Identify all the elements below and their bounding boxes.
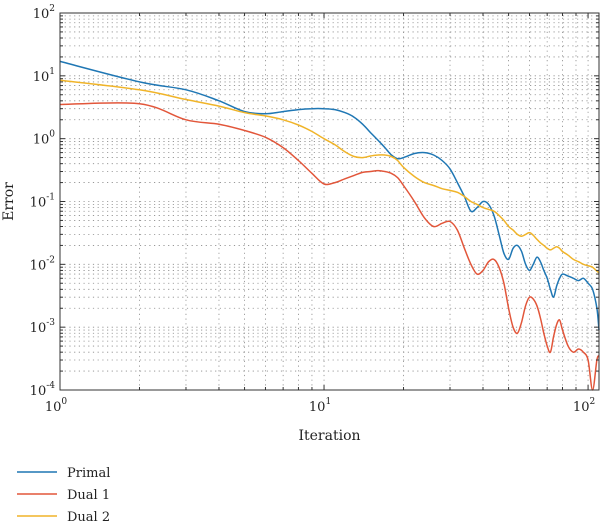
legend-label-dual-2: Dual 2: [67, 510, 110, 525]
y-axis-title: Error: [1, 182, 17, 221]
x-tick-label: 102: [573, 397, 595, 415]
legend: Primal Dual 1 Dual 2: [17, 466, 110, 525]
series-line-dual-1: [59, 102, 600, 391]
series-line-dual-2: [59, 79, 600, 274]
x-tick-label: 101: [309, 397, 331, 415]
legend-label-dual-1: Dual 1: [67, 488, 110, 503]
y-tick-label: 102: [33, 4, 55, 22]
y-tick-label: 10-1: [30, 193, 55, 211]
x-axis-title: Iteration: [298, 428, 360, 444]
series-lines: [59, 60, 600, 391]
y-tick-labels: 10-4 10-3 10-2 10-1 100 101 102: [30, 4, 56, 399]
y-tick-label: 101: [33, 67, 55, 85]
y-tick-label: 10-4: [30, 381, 56, 399]
legend-label-primal: Primal: [67, 466, 110, 481]
y-tick-label: 100: [33, 130, 56, 148]
y-tick-label: 10-2: [30, 255, 55, 273]
axis-ticks: [59, 12, 599, 391]
x-tick-label: 100: [45, 397, 68, 415]
y-tick-label: 10-3: [30, 318, 56, 336]
x-tick-labels: 100 101 102: [45, 397, 595, 415]
